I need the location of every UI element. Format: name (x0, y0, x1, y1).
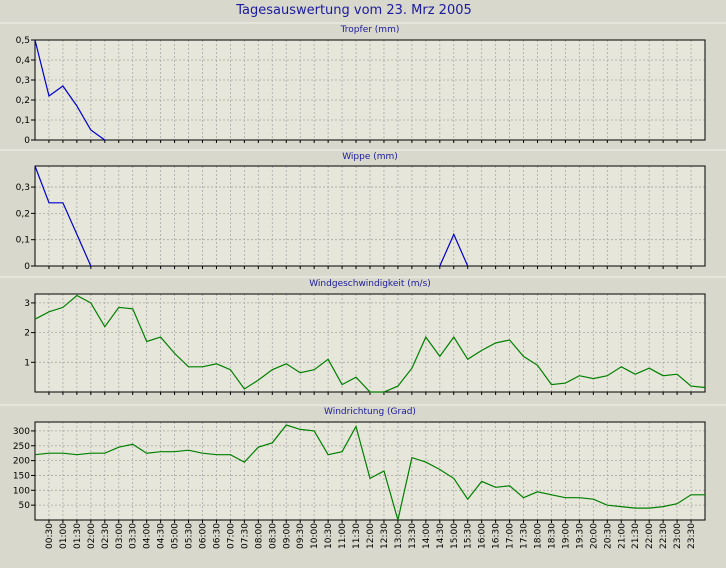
y-tick-label: 0,1 (16, 236, 30, 246)
panel-1: Tropfer (mm) 0 0,1 0,2 0,3 0,4 0,5 (0, 22, 726, 146)
x-tick-label: 07:00 (226, 523, 236, 549)
x-tick-label: 16:30 (492, 523, 502, 549)
x-tick-label: 17:00 (506, 523, 516, 549)
x-tick-label: 19:00 (561, 523, 571, 549)
x-tick-label: 15:30 (464, 523, 474, 549)
y-tick-label: 0,2 (16, 209, 30, 219)
x-tick-label: 10:30 (324, 523, 334, 549)
x-tick-label: 01:30 (73, 523, 83, 549)
x-tick-label: 06:30 (212, 523, 222, 549)
series-line (439, 232, 469, 267)
x-tick-label: 19:30 (575, 523, 585, 549)
x-tick-label: 04:30 (157, 523, 167, 549)
x-tick-label: 13:00 (394, 523, 404, 549)
x-tick-label: 08:30 (268, 523, 278, 549)
x-axis-labels: 00:30 01:00 01:30 02:00 02:30 03:00 03:30 04:00… (45, 523, 697, 549)
x-tick-label: 05:30 (185, 523, 195, 549)
y-tick-label: 250 (13, 442, 30, 452)
plot-frame (34, 421, 706, 521)
panel-title: Windrichtung (Grad) (324, 407, 416, 417)
panel-title: Windgeschwindigkeit (m/s) (309, 279, 431, 289)
chart-panels: Tropfer (mm) 0 0,1 0,2 0,3 0,4 0,5 Wippe (mm) 0 0… (0, 22, 726, 523)
x-tick-label: 14:00 (422, 523, 432, 549)
y-tick-label: 3 (24, 299, 30, 309)
x-tick-label: 09:00 (282, 523, 292, 549)
x-tick-label: 12:00 (366, 523, 376, 549)
y-tick-label: 150 (13, 471, 30, 481)
series-line (34, 424, 705, 521)
x-tick-label: 07:30 (240, 523, 250, 549)
chart-title: Tagesauswertung vom 23. Mrz 2005 (235, 3, 472, 18)
x-tick-label: 06:00 (199, 523, 209, 549)
y-tick-label: 0,4 (16, 56, 31, 66)
x-tick-label: 09:30 (296, 523, 306, 549)
x-tick-label: 08:00 (254, 523, 264, 549)
series-line (34, 165, 92, 267)
y-tick-label: 0,2 (16, 96, 30, 106)
y-tick-label: 0,1 (16, 116, 30, 126)
y-tick-label: 200 (13, 457, 30, 467)
plot-frame (34, 165, 706, 267)
panel-title: Wippe (mm) (342, 152, 398, 162)
y-tick-label: 0,3 (16, 183, 30, 193)
series-line (34, 39, 106, 141)
x-tick-label: 14:30 (436, 523, 446, 549)
x-tick-label: 10:00 (310, 523, 320, 549)
x-tick-label: 11:30 (352, 523, 362, 549)
x-tick-label: 18:00 (534, 523, 544, 549)
x-tick-label: 22:30 (659, 523, 669, 549)
x-tick-label: 20:30 (603, 523, 613, 549)
y-tick-label: 0,3 (16, 76, 30, 86)
panel-3: Windgeschwindigkeit (m/s) 1 2 3 (0, 276, 726, 395)
plot-frame (34, 39, 706, 141)
x-tick-label: 00:30 (45, 523, 55, 549)
x-tick-label: 16:00 (478, 523, 488, 549)
x-tick-label: 17:30 (520, 523, 530, 549)
x-tick-label: 23:00 (673, 523, 683, 549)
x-tick-label: 05:00 (171, 523, 181, 549)
x-tick-label: 12:30 (380, 523, 390, 549)
x-tick-label: 20:00 (589, 523, 599, 549)
panel-4: Windrichtung (Grad) 50 100 150 200 250 300 (0, 404, 726, 523)
y-tick-label: 300 (13, 427, 30, 437)
x-tick-label: 04:00 (143, 523, 153, 549)
y-tick-label: 2 (24, 329, 30, 339)
y-tick-label: 0,5 (16, 36, 30, 46)
x-tick-label: 02:00 (87, 523, 97, 549)
x-tick-label: 15:00 (450, 523, 460, 549)
x-tick-label: 11:00 (338, 523, 348, 549)
x-tick-label: 03:00 (115, 523, 125, 549)
x-tick-label: 22:00 (645, 523, 655, 549)
panel-title: Tropfer (mm) (340, 25, 400, 35)
y-tick-label: 0 (24, 136, 30, 146)
x-tick-label: 03:30 (129, 523, 139, 549)
x-tick-label: 21:00 (617, 523, 627, 549)
series-line (34, 294, 706, 393)
x-tick-label: 01:00 (59, 523, 69, 549)
x-tick-label: 21:30 (631, 523, 641, 549)
x-tick-label: 13:30 (408, 523, 418, 549)
y-tick-label: 1 (24, 358, 30, 368)
y-tick-label: 50 (19, 501, 31, 511)
panel-2: Wippe (mm) 0 0,1 0,2 0,3 (0, 149, 726, 272)
y-tick-label: 100 (13, 486, 30, 496)
x-tick-label: 18:30 (547, 523, 557, 549)
x-tick-label: 23:30 (687, 523, 697, 549)
x-tick-label: 02:30 (101, 523, 111, 549)
y-tick-label: 0 (24, 262, 30, 272)
